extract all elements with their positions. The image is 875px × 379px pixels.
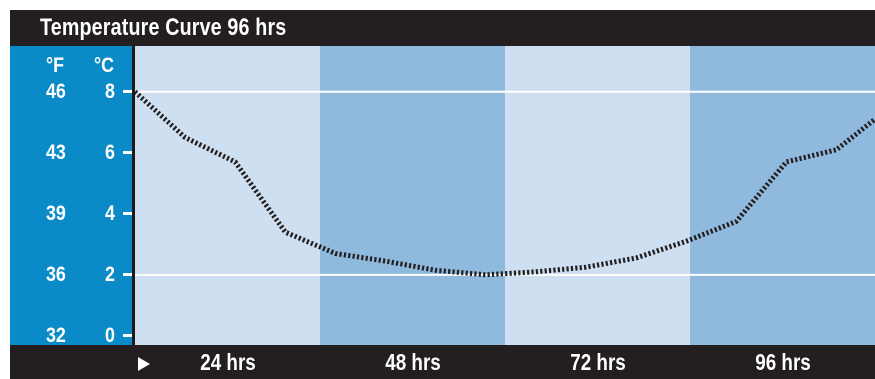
y-tick-label-f-1: 46 [46, 79, 66, 103]
y-tick-mark-4 [123, 273, 132, 277]
y-unit-celsius: °C [94, 54, 115, 77]
x-tick-label-1: 24 hrs [199, 349, 256, 375]
y-tick-label-f-5: 32 [46, 323, 66, 347]
time-band-4 [690, 46, 875, 345]
y-tick-mark-3 [123, 212, 132, 216]
time-band-1 [135, 46, 321, 345]
x-tick-label-4: 96 hrs [754, 349, 811, 375]
y-axis-panel: °F °C 46 8 43 6 39 4 36 2 32 0 [10, 46, 134, 347]
y-tick-label-f-3: 39 [46, 201, 66, 225]
y-tick-label-c-3: 4 [105, 201, 115, 225]
y-tick-mark-5 [123, 334, 132, 338]
y-tick-mark-1 [123, 90, 132, 94]
chart-title: Temperature Curve 96 hrs [40, 14, 287, 41]
plot-area [135, 46, 875, 345]
plot-svg [135, 46, 875, 345]
y-tick-label-c-1: 8 [105, 79, 115, 103]
chart-frame: Temperature Curve 96 hrs °F °C 46 8 43 6 39 4… [10, 10, 875, 379]
y-tick-label-c-2: 6 [105, 140, 115, 164]
time-band-2 [320, 46, 506, 345]
y-tick-label-f-2: 43 [46, 140, 66, 164]
y-axis-line [132, 46, 135, 345]
temperature-line [135, 89, 875, 278]
title-bar: Temperature Curve 96 hrs [10, 10, 875, 46]
y-unit-fahrenheit: °F [46, 54, 65, 77]
x-tick-label-2: 48 hrs [384, 349, 441, 375]
x-tick-label-3: 72 hrs [569, 349, 626, 375]
y-tick-mark-2 [123, 151, 132, 155]
time-band-3 [505, 46, 691, 345]
y-tick-label-c-5: 0 [105, 323, 115, 347]
x-axis-bar: 24 hrs 48 hrs 72 hrs 96 hrs [10, 345, 875, 379]
play-arrow-icon [138, 357, 150, 371]
y-tick-label-f-4: 36 [46, 262, 66, 286]
y-tick-label-c-4: 2 [105, 262, 115, 286]
